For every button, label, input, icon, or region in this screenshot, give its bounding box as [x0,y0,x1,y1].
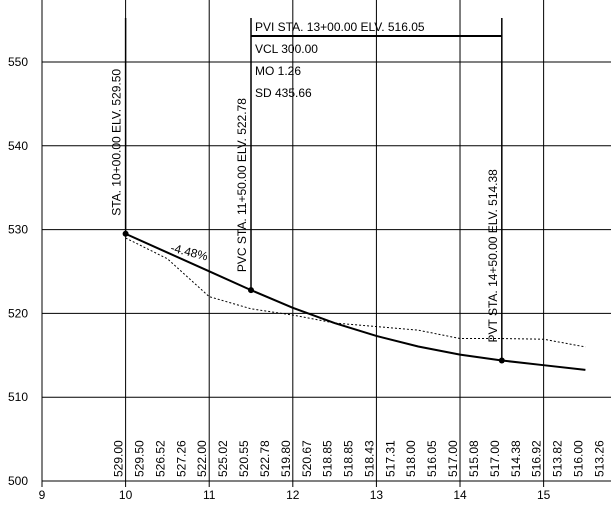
elevation-label: 518.85 [321,440,335,477]
series-line [125,232,586,371]
elevation-label: 515.08 [467,440,481,477]
y-tick-label: 510 [8,390,28,404]
elevation-label: 513.82 [551,440,565,477]
elevation-label: 516.00 [571,440,585,477]
station-label: PVC STA. 11+50.00 ELV. 522.78 [235,98,249,272]
elevation-label: 518.43 [362,440,376,477]
elevation-label: 527.26 [174,440,188,477]
x-tick-label: 14 [453,488,467,502]
station-label: STA. 10+00.00 ELV. 529.50 [110,69,124,216]
elevation-label: 520.55 [237,440,251,477]
elevation-label: 525.02 [216,440,230,477]
elevation-label: 516.92 [530,440,544,477]
elevation-label: 519.80 [279,440,293,477]
pvi-label: VCL 300.00 [255,42,318,56]
elevation-label: 529.00 [112,440,126,477]
elevation-label: 516.05 [425,440,439,477]
elevation-label: 518.00 [404,440,418,477]
y-tick-label: 520 [8,306,28,320]
elevation-label: 520.67 [300,440,314,477]
pvi-label: PVI STA. 13+00.00 ELV. 516.05 [255,20,425,34]
x-tick-label: 12 [286,488,300,502]
x-tick-label: 15 [537,488,551,502]
elevation-label: 518.85 [342,440,356,477]
elevation-label: 522.00 [195,440,209,477]
y-tick-label: 530 [8,223,28,237]
elevation-label: 517.31 [383,440,397,477]
station-point [248,287,255,294]
elevation-label: 522.78 [258,440,272,477]
elevation-label: 514.38 [509,440,523,477]
y-tick-label: 500 [8,474,28,488]
series-line [125,237,586,348]
grade-label: -4.48% [169,241,210,264]
y-tick-label: 540 [8,139,28,153]
x-tick-label: 11 [203,488,216,502]
pvi-label: MO 1.26 [255,64,301,78]
station-label: PVT STA. 14+50.00 ELV. 514.38 [486,169,500,343]
station-point [498,357,505,364]
elevation-label: 526.52 [153,440,167,477]
elevation-label: 529.50 [133,440,147,477]
x-tick-label: 9 [39,488,46,502]
elevation-label: 513.26 [592,440,606,477]
pvi-label: SD 435.66 [255,86,312,100]
y-tick-label: 550 [8,55,28,69]
station-point [122,230,129,237]
elevation-label: 517.00 [488,440,502,477]
x-tick-label: 10 [119,488,133,502]
x-tick-label: 13 [370,488,384,502]
elevation-label: 517.00 [446,440,460,477]
